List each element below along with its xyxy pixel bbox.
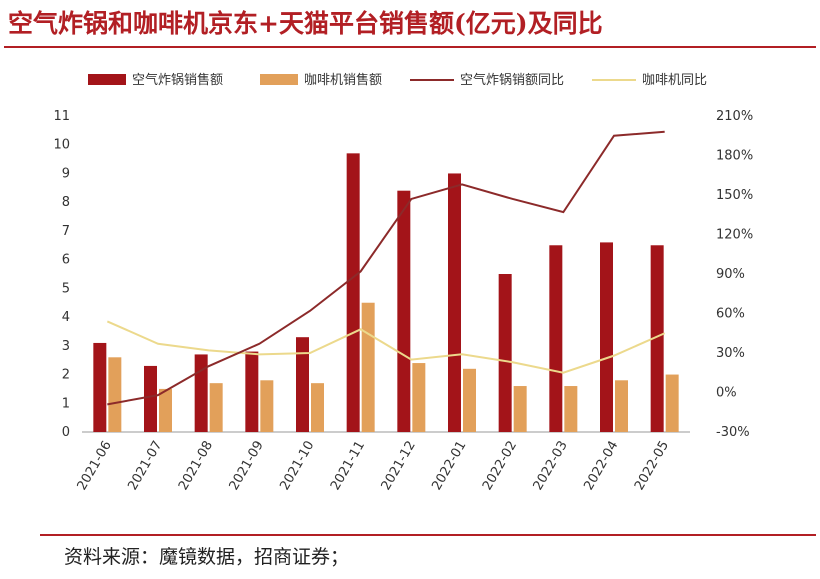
air-fryer-sales-bar [600, 242, 613, 432]
lines [106, 130, 666, 406]
x-tick-label: 2021-10 [277, 439, 317, 494]
air-fryer-sales-bar [93, 342, 107, 432]
coffee-machine-sales-bar [463, 368, 476, 432]
right-tick-label: 60% [716, 307, 745, 322]
chart-title: 空气炸锅和咖啡机京东+天猫平台销售额(亿元)及同比 [8, 9, 603, 38]
coffee-machine-sales-bar [564, 386, 578, 432]
coffee-machine-sales-bar [361, 302, 375, 432]
right-tick-label: 0% [716, 386, 737, 401]
air-fryer-sales-bar [448, 173, 461, 433]
right-tick-label: 150% [716, 188, 753, 203]
air-fryer-sales-bar [194, 354, 208, 432]
legend-label: 咖啡机销售额 [304, 72, 382, 88]
air-fryer-yoy-line [107, 130, 665, 406]
coffee-machine-sales-bar [108, 357, 122, 432]
left-tick-label: 0 [62, 425, 70, 440]
left-tick-label: 11 [53, 109, 70, 124]
x-tick-label: 2021-12 [379, 439, 419, 494]
air-fryer-sales-bar [549, 245, 563, 432]
legend-label: 空气炸锅销售额 [132, 72, 223, 88]
x-tick-label: 2022-02 [480, 439, 520, 494]
right-tick-label: 180% [716, 149, 753, 164]
left-tick-label: 3 [62, 339, 70, 354]
x-tick-label: 2021-06 [75, 439, 115, 494]
left-axis: 0 1 2 3 4 5 6 7 8 9 10 11 [53, 109, 70, 440]
coffee-machine-sales-bar [260, 380, 274, 432]
x-tick-label: 2022-03 [531, 439, 571, 494]
right-tick-label: 90% [716, 267, 745, 282]
coffee-machine-sales-bar [159, 388, 172, 432]
x-tick-label: 2021-09 [227, 439, 267, 494]
left-tick-label: 7 [62, 224, 70, 239]
x-tick-label: 2021-08 [176, 439, 216, 494]
left-tick-label: 9 [62, 166, 70, 181]
x-tick-label: 2021-07 [125, 439, 165, 494]
coffee-machine-sales-bar [513, 386, 527, 432]
left-tick-label: 4 [62, 310, 70, 325]
air-fryer-sales-bar [650, 245, 664, 432]
air-fryer-sales-bar [296, 337, 309, 432]
left-tick-label: 1 [62, 396, 70, 411]
air-fryer-sales-bar [397, 190, 411, 432]
right-tick-label: 120% [716, 228, 753, 243]
x-tick-label: 2022-05 [632, 439, 672, 494]
air-fryer-sales-bar [144, 365, 157, 432]
footer-divider [40, 534, 816, 536]
coffee-machine-sales-bar [665, 374, 679, 432]
x-tick-label: 2022-01 [429, 439, 469, 494]
bars [93, 153, 679, 433]
left-tick-label: 5 [62, 281, 70, 296]
title-divider [4, 46, 816, 48]
coffee-machine-sales-bar [412, 363, 426, 432]
right-tick-label: -30% [716, 425, 750, 440]
air-fryer-sales-bar [346, 153, 360, 432]
left-tick-label: 8 [62, 195, 70, 210]
right-axis: -30% 0% 30% 60% 90% 120% 150% 180% 210% [716, 109, 753, 440]
x-axis: 2021-06 2021-07 2021-08 2021-09 2021-10 2021-… [75, 439, 672, 494]
combo-chart: 空气炸锅销售额 咖啡机销售额 空气炸锅销额同比 咖啡机同比 0 1 2 3 4 5 6 7 8 9 10 1… [53, 72, 753, 494]
right-tick-label: 30% [716, 346, 745, 361]
air-fryer-sales-bar [498, 274, 512, 432]
x-tick-label: 2022-04 [581, 439, 621, 494]
x-tick-label: 2021-11 [328, 439, 368, 494]
right-tick-label: 210% [716, 109, 753, 124]
left-tick-label: 10 [53, 138, 70, 153]
coffee-machine-sales-bar [209, 383, 223, 432]
coffee-machine-sales-bar [311, 383, 324, 432]
left-tick-label: 2 [62, 368, 70, 383]
legend-label: 咖啡机同比 [642, 73, 707, 88]
legend-label: 空气炸锅销额同比 [460, 72, 564, 88]
coffee-machine-yoy-line [106, 320, 666, 374]
coffee-machine-sales-bar [615, 380, 628, 432]
source-note: 资料来源：魔镜数据，招商证券； [64, 546, 350, 568]
left-tick-label: 6 [62, 253, 70, 268]
legend-swatch-air-fryer-sales [88, 74, 126, 85]
legend: 空气炸锅销售额 咖啡机销售额 空气炸锅销额同比 咖啡机同比 [88, 72, 707, 88]
legend-swatch-coffee-sales [260, 74, 298, 85]
air-fryer-sales-bar [245, 351, 259, 432]
